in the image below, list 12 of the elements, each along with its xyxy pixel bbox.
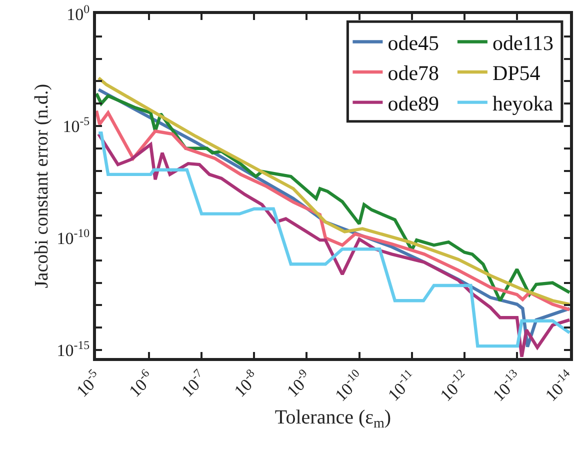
legend-label: DP54 (492, 61, 541, 86)
y-tick-label: 10$^{-15}$ (56, 338, 90, 360)
x-axis-title: Tolerance (ε$_{m}$) (274, 406, 392, 432)
legend-label: ode78 (388, 61, 440, 86)
legend-label: ode89 (388, 92, 440, 116)
y-axis-title: Jacobi constant error (n.d.) (32, 84, 53, 288)
y-tick-label: 10$^{0}$ (66, 2, 90, 24)
legend-label: heyoka (492, 92, 554, 116)
legend-label: ode45 (388, 30, 440, 55)
y-tick-label: 10$^{-10}$ (56, 226, 90, 248)
legend-label: ode113 (492, 30, 554, 55)
y-tick-label: 10$^{-5}$ (62, 114, 90, 136)
